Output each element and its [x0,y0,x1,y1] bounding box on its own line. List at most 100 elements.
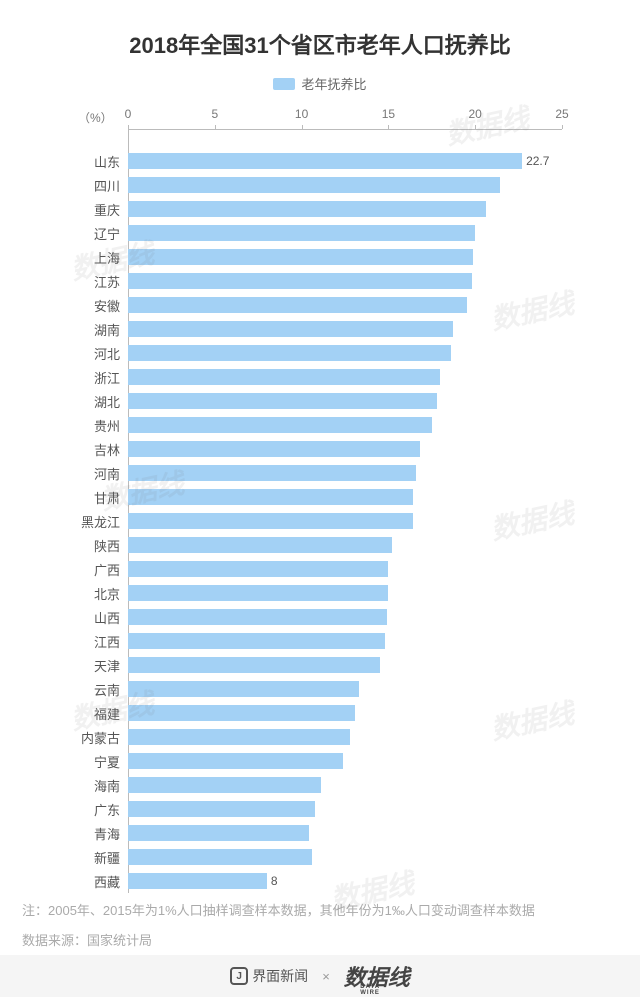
bar [128,537,392,553]
bar-row: 贵州 [128,413,562,437]
bar [128,393,437,409]
bar-category-label: 福建 [94,704,128,723]
bar-category-label: 四川 [94,176,128,195]
chart-area: （%） 0510152025 山东22.7四川重庆辽宁上海江苏安徽湖南河北浙江湖… [22,107,618,893]
bar-category-label: 湖南 [94,320,128,339]
x-axis: 0510152025 [128,107,562,129]
footer-separator: × [322,969,330,984]
x-tick-label: 10 [295,107,308,121]
x-tick-mark [215,125,216,129]
bars-container: 山东22.7四川重庆辽宁上海江苏安徽湖南河北浙江湖北贵州吉林河南甘肃黑龙江陕西广… [128,149,562,893]
bar-row: 河南 [128,461,562,485]
bar-row: 北京 [128,581,562,605]
plot-area: 山东22.7四川重庆辽宁上海江苏安徽湖南河北浙江湖北贵州吉林河南甘肃黑龙江陕西广… [128,129,562,893]
bar [128,201,486,217]
bar-category-label: 西藏 [94,872,128,891]
bar [128,249,473,265]
x-tick-label: 25 [555,107,568,121]
bar [128,225,475,241]
bar [128,441,420,457]
bar [128,345,451,361]
bar-row: 广西 [128,557,562,581]
bar-category-label: 上海 [94,248,128,267]
bar-row: 江西 [128,629,562,653]
bar-row: 宁夏 [128,749,562,773]
bar-row: 内蒙古 [128,725,562,749]
bar [128,609,387,625]
data-source: 数据来源：国家统计局 [22,930,618,949]
bar-row: 山东22.7 [128,149,562,173]
bar [128,849,312,865]
x-tick-mark [302,125,303,129]
bar-row: 云南 [128,677,562,701]
bar [128,177,500,193]
bar-row: 黑龙江 [128,509,562,533]
bar [128,321,453,337]
bar [128,489,413,505]
bar-row: 湖南 [128,317,562,341]
bar-category-label: 内蒙古 [81,728,128,747]
bar-value-label: 22.7 [522,154,549,168]
footer-brand-2: 数据线 DATA WIRE [344,960,410,992]
legend: 老年抚养比 [22,74,618,93]
bar [128,729,350,745]
bar-category-label: 宁夏 [94,752,128,771]
bar [128,873,267,889]
bar-category-label: 广西 [94,560,128,579]
bar-category-label: 天津 [94,656,128,675]
bar-category-label: 北京 [94,584,128,603]
bar-category-label: 山西 [94,608,128,627]
bar-row: 江苏 [128,269,562,293]
bar [128,753,343,769]
jiemian-icon: J [230,967,248,985]
bar [128,681,359,697]
bar-row: 福建 [128,701,562,725]
bar [128,417,432,433]
bar [128,801,315,817]
bar-row: 山西 [128,605,562,629]
bar [128,633,385,649]
bar-category-label: 安徽 [94,296,128,315]
bar-row: 四川 [128,173,562,197]
legend-label: 老年抚养比 [301,74,366,93]
x-tick-mark [475,125,476,129]
bar-row: 新疆 [128,845,562,869]
bar-category-label: 甘肃 [94,488,128,507]
bar-category-label: 海南 [94,776,128,795]
bar-category-label: 山东 [94,152,128,171]
bar-row: 湖北 [128,389,562,413]
bar-row: 安徽 [128,293,562,317]
bar-category-label: 浙江 [94,368,128,387]
bar [128,297,467,313]
bar-row: 浙江 [128,365,562,389]
bar-category-label: 湖北 [94,392,128,411]
bar-category-label: 新疆 [94,848,128,867]
bar-category-label: 吉林 [94,440,128,459]
chart-footnote: 注：2005年、2015年为1%人口抽样调查样本数据，其他年份为1‰人口变动调查… [22,901,618,922]
x-tick-label: 20 [469,107,482,121]
bar-row: 吉林 [128,437,562,461]
bar-category-label: 广东 [94,800,128,819]
bar-category-label: 云南 [94,680,128,699]
footer-brand-2-sub: DATA WIRE [360,984,393,996]
bar-row: 西藏8 [128,869,562,893]
bar-category-label: 江苏 [94,272,128,291]
bar [128,369,440,385]
bar-row: 青海 [128,821,562,845]
bar [128,273,472,289]
bar-category-label: 江西 [94,632,128,651]
bar [128,825,309,841]
bar-category-label: 辽宁 [94,224,128,243]
bar [128,705,355,721]
footer: J 界面新闻 × 数据线 DATA WIRE [0,955,640,997]
bar [128,777,321,793]
bar-row: 陕西 [128,533,562,557]
bar [128,465,416,481]
bar-row: 辽宁 [128,221,562,245]
x-tick-mark [562,125,563,129]
x-tick-mark [128,125,129,129]
bar [128,657,380,673]
bar-row: 上海 [128,245,562,269]
x-tick-label: 0 [125,107,132,121]
axis-line-top [128,129,562,130]
